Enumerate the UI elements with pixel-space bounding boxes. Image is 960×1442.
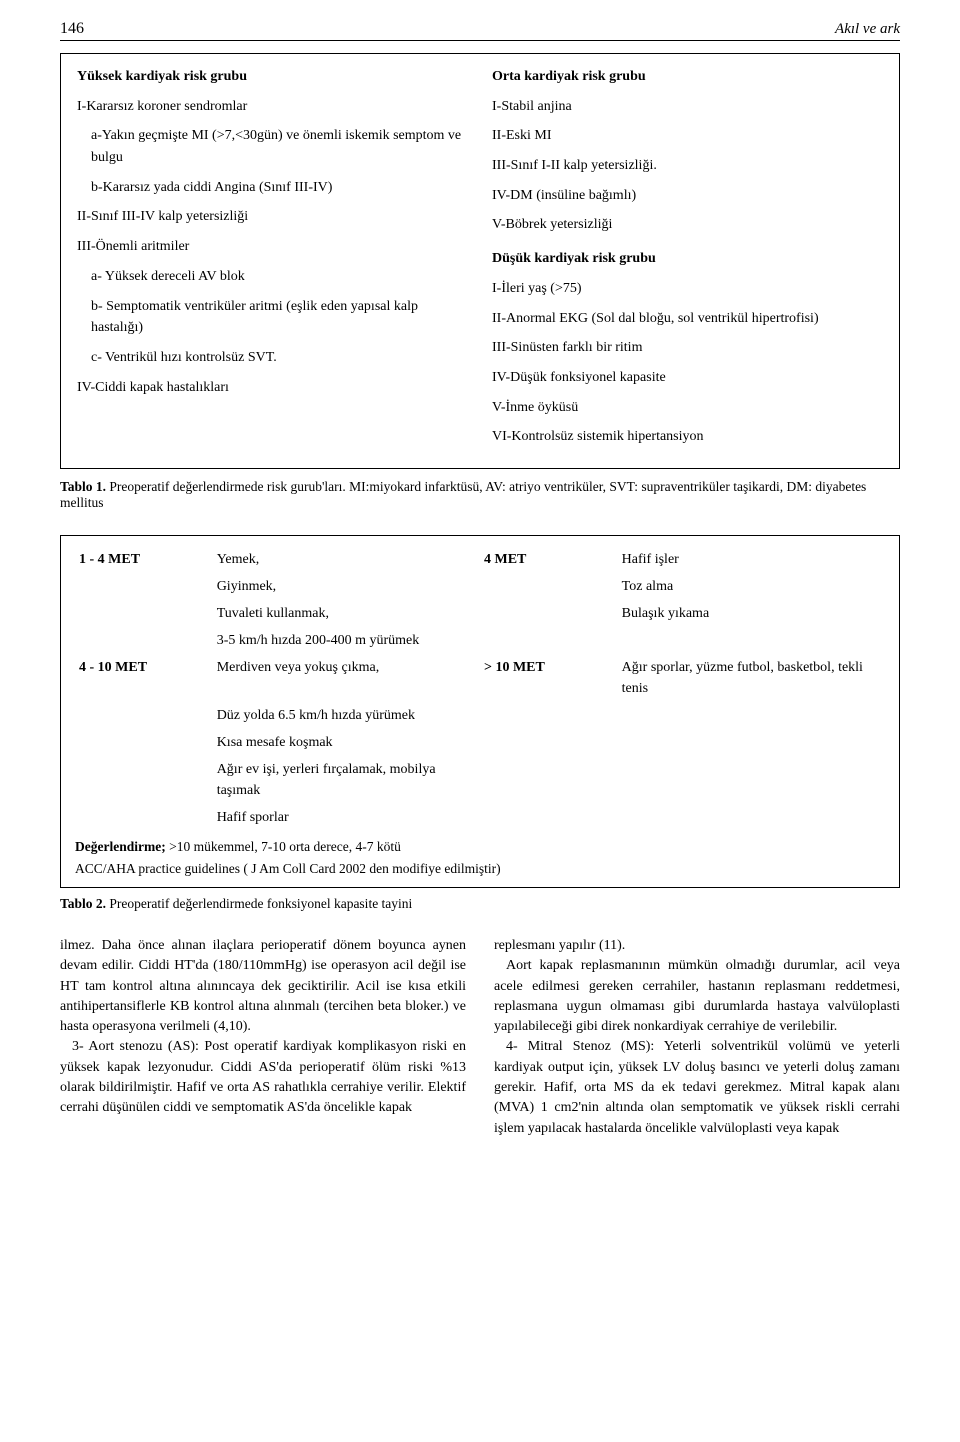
table2-met-right: > 10 MET [480, 654, 618, 702]
table1-left-item: b- Semptomatik ventriküler aritmi (eşlik… [77, 296, 468, 339]
table2-activity-left: Yemek, [213, 546, 480, 573]
table1-left-item: a- Yüksek dereceli AV blok [77, 266, 468, 288]
table2-activity-left: 3-5 km/h hızda 200-400 m yürümek [213, 627, 480, 654]
table1-left-item: I-Kararsız koroner sendromlar [77, 96, 468, 118]
table2-met-right [480, 729, 618, 756]
table1-left-heading: Yüksek kardiyak risk grubu [77, 66, 468, 88]
table1-right-item: III-Sınıf I-II kalp yetersizliği. [492, 155, 883, 177]
caption2-label: Tablo 2. [60, 896, 106, 911]
table2-activity-left: Tuvaleti kullanmak, [213, 600, 480, 627]
table1-left-item: II-Sınıf III-IV kalp yetersizliği [77, 206, 468, 228]
body-paragraph: ilmez. Daha önce alınan ilaçlara periope… [60, 936, 466, 1037]
table2-activity-right: Toz alma [618, 573, 885, 600]
table2-met-left [75, 702, 213, 729]
table2-eval-row: Değerlendirme; >10 mükemmel, 7-10 orta d… [75, 839, 885, 855]
table2-met-left [75, 600, 213, 627]
table1-left-item: III-Önemli aritmiler [77, 236, 468, 258]
table2-activity-right [618, 702, 885, 729]
table2-met-left [75, 729, 213, 756]
table2-met-right [480, 702, 618, 729]
table2-activity-right: Bulaşık yıkama [618, 600, 885, 627]
table2-container: 1 - 4 METYemek,4 METHafif işler Giyinmek,… [60, 535, 900, 888]
table1-right-item: II-Anormal EKG (Sol dal bloğu, sol ventr… [492, 308, 883, 330]
table2-met-left [75, 573, 213, 600]
body-columns: ilmez. Daha önce alınan ilaçlara periope… [60, 936, 900, 1139]
table2-met-left [75, 627, 213, 654]
table1-right-item: I-İleri yaş (>75) [492, 278, 883, 300]
table2-met-left [75, 756, 213, 804]
table1-right-item: II-Eski MI [492, 125, 883, 147]
body-left-col: ilmez. Daha önce alınan ilaçlara periope… [60, 936, 466, 1139]
table1-container: Yüksek kardiyak risk grubu I-Kararsız ko… [60, 53, 900, 469]
table1-caption: Tablo 1. Preoperatif değerlendirmede ris… [60, 479, 900, 511]
table2-activity-left: Hafif sporlar [213, 804, 480, 831]
page-number: 146 [60, 20, 84, 38]
table2-eval-text: >10 mükemmel, 7-10 orta derece, 4-7 kötü [166, 839, 401, 854]
table2-met-right [480, 627, 618, 654]
table2-activity-left: Düz yolda 6.5 km/h hızda yürümek [213, 702, 480, 729]
body-right-col: replesmanı yapılır (11).Aort kapak repla… [494, 936, 900, 1139]
table2-activity-right [618, 756, 885, 804]
table2-activity-left: Merdiven veya yokuş çıkma, [213, 654, 480, 702]
table1-left-item: b-Kararsız yada ciddi Angina (Sınıf III-… [77, 177, 468, 199]
caption1-text: Preoperatif değerlendirmede risk gurub'l… [60, 479, 866, 510]
table2-met-right: 4 MET [480, 546, 618, 573]
table2-activity-right: Hafif işler [618, 546, 885, 573]
table2-met-left: 1 - 4 MET [75, 546, 213, 573]
table1-right-heading: Orta kardiyak risk grubu [492, 66, 883, 88]
table1-left-item: c- Ventrikül hızı kontrolsüz SVT. [77, 347, 468, 369]
table2-activity-right [618, 729, 885, 756]
body-paragraph: 3- Aort stenozu (AS): Post operatif kard… [60, 1037, 466, 1118]
table2-activity-left: Kısa mesafe koşmak [213, 729, 480, 756]
table1-right-subheading: Düşük kardiyak risk grubu [492, 248, 883, 270]
table1-right-item: IV-DM (insüline bağımlı) [492, 185, 883, 207]
table1-right-item: V-Böbrek yetersizliği [492, 214, 883, 236]
table2-met-right [480, 573, 618, 600]
table1-right-item: I-Stabil anjina [492, 96, 883, 118]
table2-caption: Tablo 2. Preoperatif değerlendirmede fon… [60, 896, 900, 912]
table1-right-item: V-İnme öyküsü [492, 397, 883, 419]
table2-met-right [480, 804, 618, 831]
page-header: 146 Akıl ve ark [60, 20, 900, 41]
caption2-text: Preoperatif değerlendirmede fonksiyonel … [106, 896, 412, 911]
body-paragraph: 4- Mitral Stenoz (MS): Yeterli solventri… [494, 1037, 900, 1138]
table2-activity-right [618, 804, 885, 831]
table2-activity-right [618, 627, 885, 654]
table2-eval-label: Değerlendirme; [75, 839, 166, 854]
table2-met-left: 4 - 10 MET [75, 654, 213, 702]
table1-left-item: IV-Ciddi kapak hastalıkları [77, 377, 468, 399]
caption1-label: Tablo 1. [60, 479, 106, 494]
table2-met-right [480, 600, 618, 627]
body-paragraph: Aort kapak replasmanının mümkün olmadığı… [494, 956, 900, 1037]
table2-activity-right: Ağır sporlar, yüzme futbol, basketbol, t… [618, 654, 885, 702]
table2-activity-left: Giyinmek, [213, 573, 480, 600]
table1-right-item: III-Sinüsten farklı bir ritim [492, 337, 883, 359]
body-paragraph: replesmanı yapılır (11). [494, 936, 900, 956]
table1-right-item: VI-Kontrolsüz sistemik hipertansiyon [492, 426, 883, 448]
table2-met-left [75, 804, 213, 831]
table2-met-right [480, 756, 618, 804]
table2-source: ACC/AHA practice guidelines ( J Am Coll … [75, 861, 885, 877]
table1-left-col: Yüksek kardiyak risk grubu I-Kararsız ko… [77, 66, 468, 456]
authors-header: Akıl ve ark [835, 21, 900, 38]
table1-left-item: a-Yakın geçmişte MI (>7,<30gün) ve öneml… [77, 125, 468, 168]
table1-right-col: Orta kardiyak risk grubu I-Stabil anjina… [492, 66, 883, 456]
table1-right-item: IV-Düşük fonksiyonel kapasite [492, 367, 883, 389]
table2-activity-left: Ağır ev işi, yerleri fırçalamak, mobilya… [213, 756, 480, 804]
